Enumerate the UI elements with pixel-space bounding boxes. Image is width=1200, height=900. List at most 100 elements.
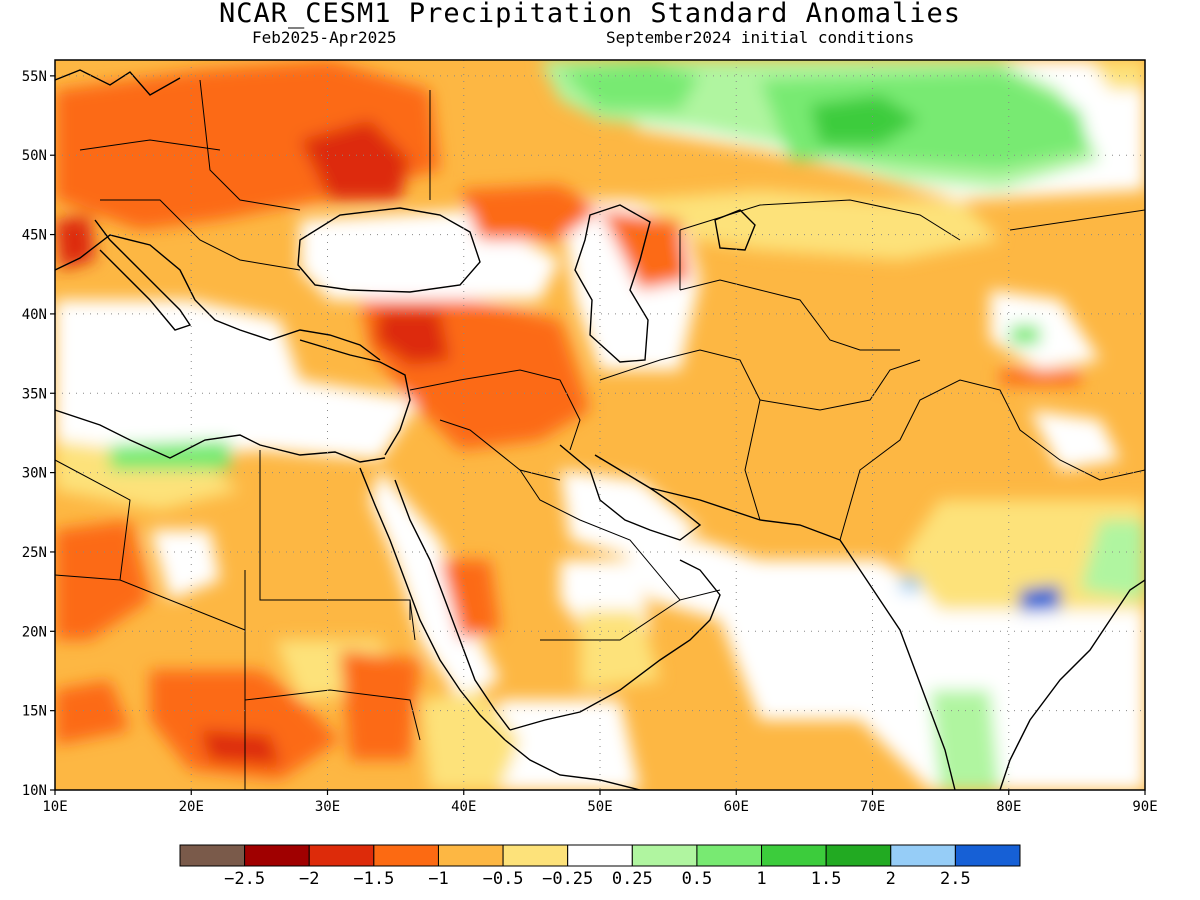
- persian-gulf: [559, 444, 702, 541]
- mild-wet-region: [1090, 60, 1145, 90]
- colorbar-swatch: [308, 844, 375, 867]
- colorbar: −2.5 −2 −1.5 −1 −0.5 −0.25 0.25 0.5 1 1.5 2 2.5: [179, 844, 1021, 889]
- colorbar-swatch: [631, 844, 698, 867]
- gridlines: [55, 60, 1145, 790]
- very-dry-region: [55, 215, 95, 270]
- neutral-region: [470, 700, 640, 790]
- lat-tick-label: 10N: [22, 783, 47, 799]
- lon-tick-label: 10E: [42, 799, 67, 815]
- anomaly-field: [55, 60, 1145, 790]
- neutral-region: [55, 300, 300, 390]
- lon-tick-label: 60E: [724, 799, 749, 815]
- red-sea-east: [394, 479, 511, 731]
- colorbar-swatch: [696, 844, 763, 867]
- dry-region: [55, 680, 130, 745]
- country-borders: [55, 79, 1145, 790]
- border: [259, 450, 411, 620]
- colorbar-label: 2.5: [940, 869, 971, 889]
- colorbar-label: 1: [756, 869, 766, 889]
- colorbar-label: −0.25: [542, 869, 593, 889]
- coastlines: [55, 69, 1145, 790]
- lat-tick-label: 35N: [22, 386, 47, 402]
- very-dry-region: [375, 310, 450, 365]
- colorbar-swatch: [890, 844, 956, 867]
- border: [679, 199, 961, 241]
- lon-tick-label: 70E: [860, 799, 885, 815]
- border: [759, 359, 921, 411]
- border: [439, 419, 561, 481]
- neutral-region: [560, 470, 700, 560]
- border: [409, 599, 416, 641]
- colorbar-swatch: [437, 844, 504, 867]
- lat-tick-label: 40N: [22, 307, 47, 323]
- dry-region: [55, 520, 150, 640]
- border: [55, 459, 131, 581]
- mild-wet-region: [930, 690, 1000, 790]
- neutral-region: [150, 530, 220, 600]
- neutral-region: [370, 470, 500, 700]
- lat-tick-label: 50N: [22, 148, 47, 164]
- border: [244, 689, 421, 741]
- caspian-coast: [574, 204, 651, 363]
- lon-tick-label: 30E: [315, 799, 340, 815]
- border: [409, 369, 581, 451]
- dry-region: [340, 650, 420, 760]
- colorbar-swatch: [373, 844, 439, 867]
- lat-tick-label: 20N: [22, 624, 47, 640]
- lon-tick-label: 80E: [996, 799, 1021, 815]
- wet-region: [110, 440, 230, 470]
- colorbar-swatch: [179, 844, 246, 867]
- map-title: NCAR_CESM1 Precipitation Standard Anomal…: [219, 0, 961, 29]
- border: [519, 469, 721, 601]
- colorbar-swatch: [502, 844, 569, 867]
- colorbar-swatch: [954, 844, 1021, 867]
- india-east-coast: [999, 579, 1145, 790]
- europe-coast: [55, 234, 381, 361]
- mild-dry-region: [420, 690, 520, 790]
- border: [100, 199, 301, 271]
- lat-tick-label: 15N: [22, 704, 47, 720]
- lon-tick-label: 20E: [179, 799, 204, 815]
- neutral-region: [55, 380, 420, 460]
- very-wet-region: [810, 95, 920, 145]
- colorbar-label: 2: [886, 869, 896, 889]
- mild-dry-region: [630, 190, 1000, 260]
- neutral-region: [620, 540, 1145, 790]
- aral-sea: [714, 209, 756, 251]
- forecast-period: Feb2025-Apr2025: [252, 28, 397, 47]
- colorbar-swatch: [567, 844, 633, 867]
- mild-wet-region: [1080, 520, 1145, 600]
- colorbar-label: −2: [299, 869, 319, 889]
- lat-tick-label: 25N: [22, 545, 47, 561]
- lon-tick-label: 50E: [587, 799, 612, 815]
- colorbar-label: 0.5: [682, 869, 713, 889]
- lat-tick-label: 55N: [22, 69, 47, 85]
- lat-tick-label: 45N: [22, 228, 47, 244]
- lon-tick-label: 40E: [451, 799, 476, 815]
- black-sea-coast: [297, 207, 481, 293]
- border: [599, 349, 761, 521]
- lat-tick-label: 30N: [22, 466, 47, 482]
- colorbar-label: 0.25: [612, 869, 653, 889]
- india-west-coast: [839, 539, 956, 790]
- mild-dry-region: [55, 440, 240, 510]
- border: [839, 379, 1145, 541]
- very-dry-region: [200, 730, 280, 765]
- neutral-region: [990, 290, 1100, 370]
- dry-region: [440, 560, 500, 640]
- dry-region: [600, 210, 690, 290]
- colorbar-label: −1: [428, 869, 448, 889]
- italy-coast: [94, 219, 192, 331]
- wet-region: [1020, 585, 1060, 612]
- colorbar-label: −2.5: [224, 869, 265, 889]
- border: [679, 279, 900, 351]
- dry-region: [460, 185, 600, 240]
- colorbar-label: −1.5: [353, 869, 394, 889]
- colorbar-swatch: [761, 844, 827, 867]
- wet-region: [900, 578, 920, 592]
- horn-coast: [504, 739, 641, 790]
- colorbar-label: −0.5: [483, 869, 524, 889]
- colorbar-swatch: [244, 844, 310, 867]
- north-africa-coast: [55, 409, 386, 463]
